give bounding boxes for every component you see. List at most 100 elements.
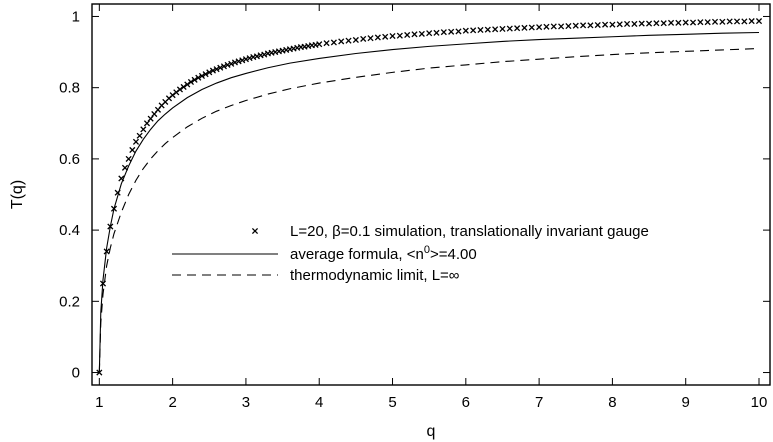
data-point xyxy=(755,18,763,25)
data-point xyxy=(360,35,367,42)
data-point xyxy=(645,20,653,27)
data-point xyxy=(689,19,697,26)
data-point xyxy=(550,23,557,30)
data-point xyxy=(220,63,227,70)
x-tick-label: 8 xyxy=(608,394,616,411)
series-thermodynamic-limit-line xyxy=(98,47,760,373)
data-point xyxy=(558,23,565,30)
data-point xyxy=(741,18,748,25)
data-point xyxy=(484,26,491,33)
x-tick-label: 10 xyxy=(751,394,768,411)
data-point xyxy=(616,21,623,28)
data-point xyxy=(455,28,462,35)
x-tick-label: 6 xyxy=(462,394,470,411)
x-tick-label: 9 xyxy=(682,394,690,411)
data-point xyxy=(682,19,689,26)
data-point xyxy=(140,126,147,133)
legend-label-average-main: average formula, <n xyxy=(290,246,424,263)
x-tick-label: 4 xyxy=(315,394,323,411)
x-tick-label: 5 xyxy=(388,394,396,411)
y-tick-label: 0.4 xyxy=(59,222,80,239)
data-point xyxy=(418,30,425,37)
data-point xyxy=(499,25,506,32)
data-point xyxy=(602,21,609,28)
data-point xyxy=(580,22,587,29)
data-point xyxy=(198,72,206,79)
data-point xyxy=(543,23,550,30)
data-point xyxy=(404,31,411,39)
legend-item-average-formula: average formula, <n0>=4.00 xyxy=(172,244,477,263)
data-point xyxy=(136,132,143,139)
data-point xyxy=(587,22,594,29)
data-point xyxy=(470,27,477,34)
legend-label-thermodynamic-limit: thermodynamic limit, L=∞ xyxy=(290,267,460,284)
axis-ticks xyxy=(92,4,770,385)
data-point xyxy=(675,19,682,26)
legend-label-average-formula: average formula, <n0>=4.00 xyxy=(290,244,477,263)
data-point xyxy=(631,20,638,27)
data-point xyxy=(228,60,235,67)
data-point xyxy=(389,32,396,40)
y-tick-label: 0 xyxy=(72,365,80,382)
data-point xyxy=(195,74,202,81)
data-point xyxy=(316,41,323,48)
data-point xyxy=(448,28,455,35)
data-point xyxy=(426,30,433,37)
legend: L=20, β=0.1 simulation, translationally … xyxy=(172,223,649,284)
plot-frame xyxy=(91,3,771,386)
data-point xyxy=(352,36,359,44)
data-point xyxy=(748,18,755,25)
data-point xyxy=(719,18,726,25)
data-point xyxy=(374,34,381,41)
data-point xyxy=(176,86,184,93)
data-point xyxy=(143,120,151,127)
data-point xyxy=(187,78,195,86)
x-axis-label: q xyxy=(427,423,436,440)
data-point xyxy=(338,38,345,45)
data-point xyxy=(323,40,330,47)
y-tick-label: 0.6 xyxy=(59,151,80,168)
data-point xyxy=(638,20,645,27)
legend-marker-x xyxy=(251,227,259,235)
data-point xyxy=(726,18,733,25)
data-point xyxy=(704,19,711,26)
data-point xyxy=(411,31,418,38)
data-point xyxy=(697,19,704,26)
legend-label-simulation: L=20, β=0.1 simulation, translationally … xyxy=(290,223,649,240)
data-point xyxy=(206,69,213,76)
data-point xyxy=(330,39,337,46)
data-point xyxy=(345,37,352,44)
data-point xyxy=(565,23,572,30)
data-point xyxy=(660,20,667,27)
x-tick-label: 3 xyxy=(242,394,250,411)
y-axis-label: T(q) xyxy=(9,180,26,209)
y-tick-label: 1 xyxy=(72,8,80,25)
data-point xyxy=(440,29,447,36)
data-point xyxy=(521,24,528,31)
data-point xyxy=(217,64,224,71)
data-point xyxy=(396,32,403,39)
series-average-formula-line xyxy=(98,31,760,373)
data-point xyxy=(462,27,469,34)
data-point xyxy=(433,29,440,36)
data-point xyxy=(711,18,719,25)
data-point xyxy=(191,76,198,83)
legend-label-average-tail: >=4.00 xyxy=(430,246,477,263)
series-simulation xyxy=(96,18,763,376)
data-point xyxy=(609,21,616,28)
data-point xyxy=(213,66,220,73)
data-point xyxy=(477,26,484,34)
data-point xyxy=(733,18,741,25)
data-point xyxy=(492,26,499,33)
data-point xyxy=(624,20,631,27)
data-point xyxy=(667,19,675,26)
legend-label-average-sup: 0 xyxy=(424,244,430,256)
data-point xyxy=(382,33,389,40)
y-tick-label: 0.2 xyxy=(59,293,80,310)
x-tick-label: 1 xyxy=(95,394,103,411)
data-point xyxy=(202,71,209,78)
data-point xyxy=(367,35,374,42)
data-point xyxy=(132,138,140,145)
data-point xyxy=(184,81,191,88)
legend-item-thermodynamic-limit: thermodynamic limit, L=∞ xyxy=(172,267,460,284)
